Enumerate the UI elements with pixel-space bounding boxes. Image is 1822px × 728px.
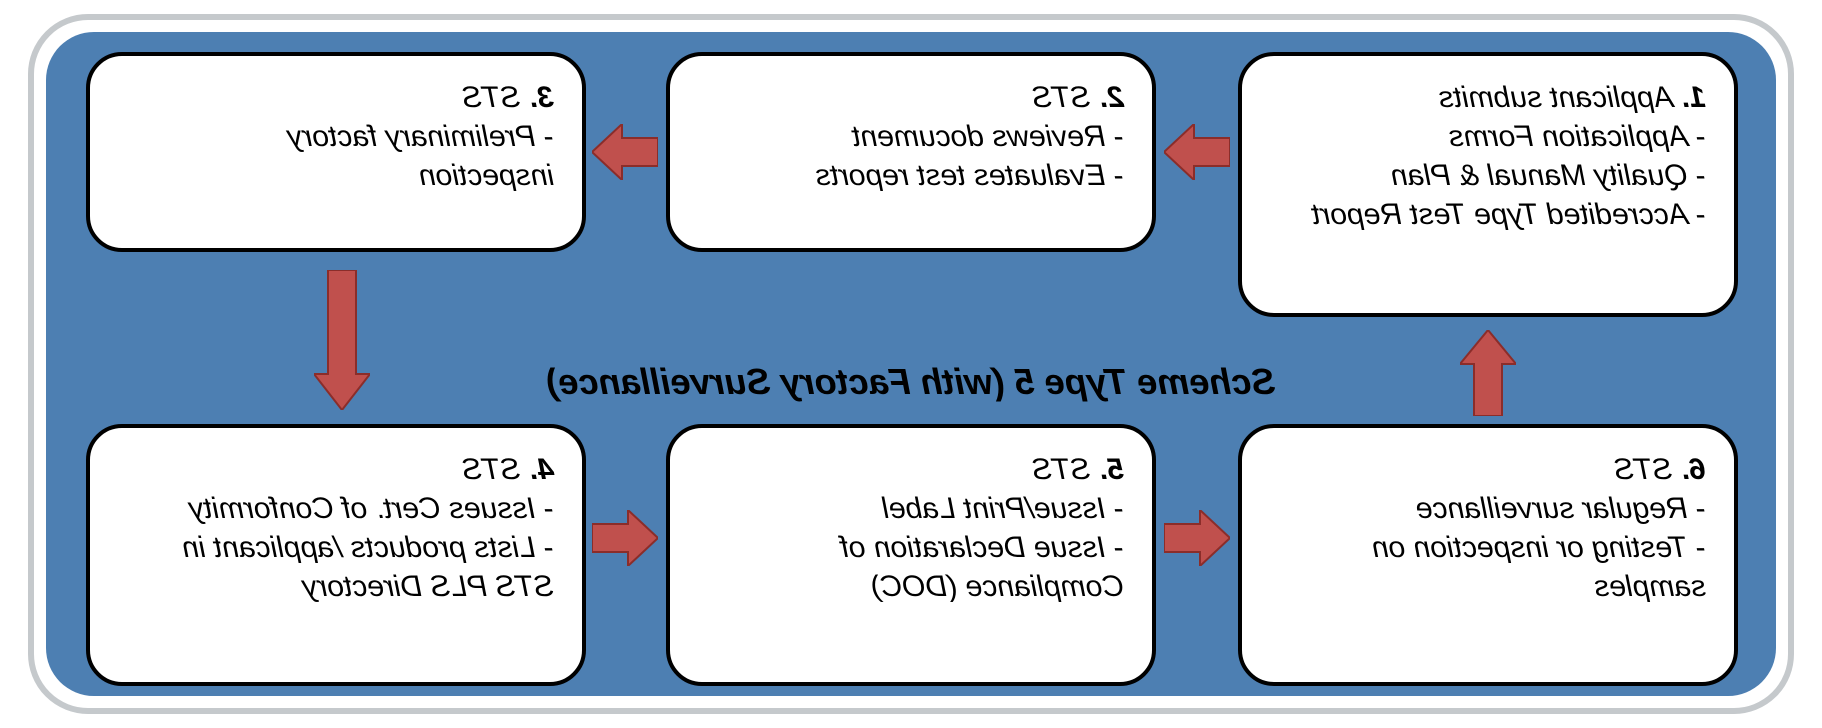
node-5-line-1: - Issue Declaration of [698, 528, 1124, 567]
flow-node-1: 1. Applicant submits - Application Forms… [1238, 52, 1738, 317]
node-2-line-1: - Evaluates test reports [698, 156, 1124, 195]
node-3-line-0: - Preliminary factory [118, 117, 554, 156]
flow-node-3: 3. STS - Preliminary factory inspection [86, 52, 586, 252]
node-4-heading: STS [462, 453, 520, 486]
mirrored-canvas: Scheme Type 5 (with Factory Surveillance… [46, 32, 1776, 696]
diagram-panel: Scheme Type 5 (with Factory Surveillance… [46, 32, 1776, 696]
arrow-2-to-3 [592, 124, 658, 180]
node-4-line-2: STS PLS Directory [118, 567, 554, 606]
arrow-4-to-5 [592, 510, 658, 566]
diagram-title: Scheme Type 5 (with Factory Surveillance… [547, 361, 1276, 403]
flow-node-2: 2. STS - Reviews document - Evaluates te… [666, 52, 1156, 252]
node-2-heading: STS [1032, 81, 1090, 114]
node-5-line-0: - Issue/Print Label [698, 489, 1124, 528]
node-1-number: 1. [1681, 81, 1706, 114]
arrow-3-to-4 [314, 270, 370, 410]
arrow-1-to-2 [1164, 124, 1230, 180]
node-4-line-0: - Issues Cert. of Conformity [118, 489, 554, 528]
arrow-6-to-1 [1460, 330, 1516, 416]
node-3-line-1: inspection [118, 156, 554, 195]
diagram-outer-frame: Scheme Type 5 (with Factory Surveillance… [28, 14, 1794, 714]
node-3-number: 3. [529, 81, 554, 114]
node-5-heading: STS [1032, 453, 1090, 486]
node-1-line-2: - Accredited Type Test Report [1270, 195, 1706, 234]
node-3-heading: STS [462, 81, 520, 114]
node-5-number: 5. [1099, 453, 1124, 486]
node-1-line-1: - Quality Manual & Plan [1270, 156, 1706, 195]
flow-node-4: 4. STS - Issues Cert. of Conformity - Li… [86, 424, 586, 686]
node-6-number: 6. [1681, 453, 1706, 486]
node-2-line-0: - Reviews document [698, 117, 1124, 156]
arrow-5-to-6 [1164, 510, 1230, 566]
flow-node-6: 6. STS - Regular surveillance - Testing … [1238, 424, 1738, 686]
node-6-line-2: samples [1270, 567, 1706, 606]
node-2-number: 2. [1099, 81, 1124, 114]
node-5-line-2: Compliance (DOC) [698, 567, 1124, 606]
node-6-line-0: - Regular surveillance [1270, 489, 1706, 528]
flow-node-5: 5. STS - Issue/Print Label - Issue Decla… [666, 424, 1156, 686]
node-4-line-1: - Lists products /applicant in [118, 528, 554, 567]
node-6-line-1: - Testing or inspection on [1270, 528, 1706, 567]
node-4-number: 4. [529, 453, 554, 486]
node-6-heading: STS [1614, 453, 1672, 486]
node-1-line-0: - Application Forms [1270, 117, 1706, 156]
node-1-heading: Applicant submits [1439, 81, 1674, 114]
